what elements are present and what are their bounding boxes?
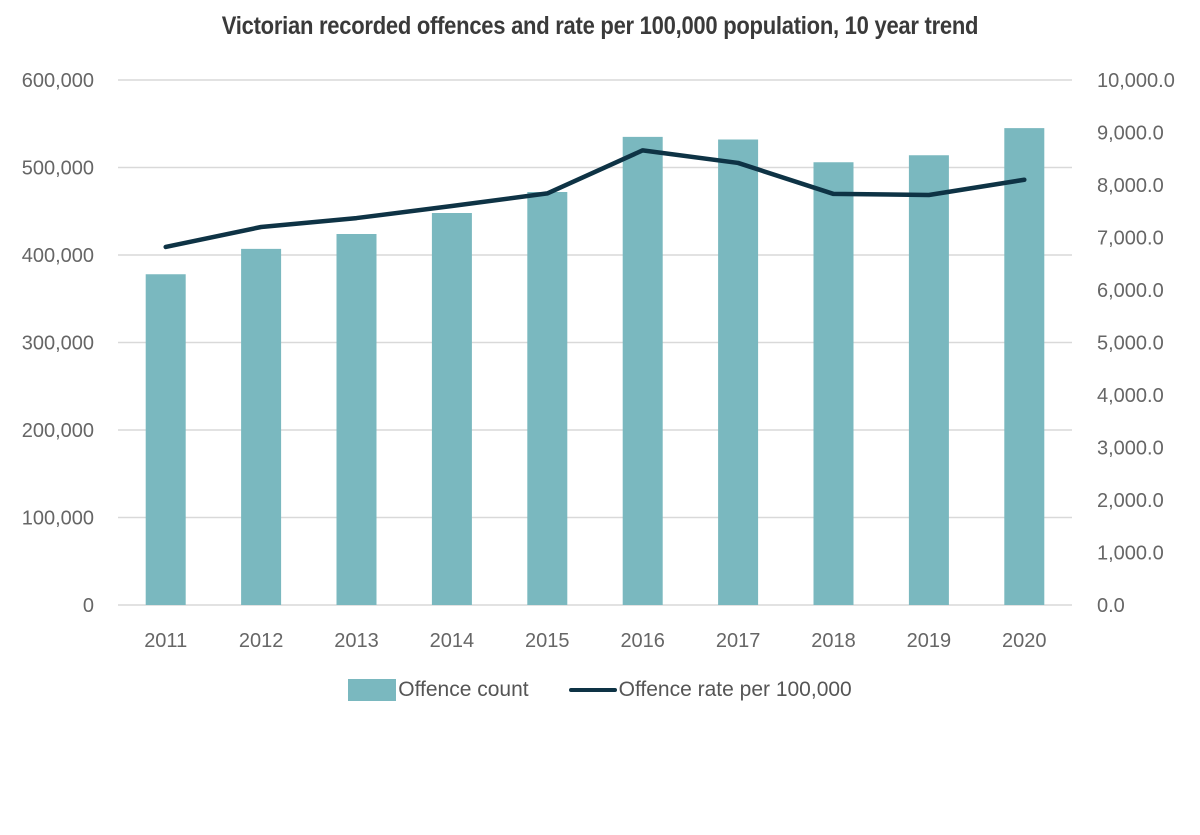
x-axis-tick-label: 2016 (620, 630, 665, 652)
bar-offence-count[interactable] (813, 162, 854, 605)
bar-offence-count[interactable] (718, 139, 759, 606)
legend-item-offence-count[interactable]: Offence count (348, 678, 529, 702)
right-axis-tick-label: 0.0 (1097, 595, 1125, 617)
bar-offence-count[interactable] (527, 192, 568, 605)
bar-offence-count[interactable] (336, 234, 377, 605)
x-axis-tick-label: 2018 (811, 630, 856, 652)
left-axis-tick-label: 400,000 (22, 245, 94, 267)
bar-offence-count[interactable] (145, 274, 186, 605)
right-axis-tick-label: 10,000.0 (1097, 70, 1175, 92)
bar-offence-count[interactable] (431, 213, 472, 605)
left-axis-tick-label: 200,000 (22, 420, 94, 442)
bar-offence-count[interactable] (1004, 128, 1045, 605)
left-axis-tick-label: 300,000 (22, 333, 94, 355)
right-axis-tick-label: 8,000.0 (1097, 175, 1164, 197)
right-axis-tick-label: 3,000.0 (1097, 438, 1164, 460)
left-axis-tick-label: 500,000 (22, 158, 94, 180)
x-axis-labels: 2011 2012 2013 2014 2015 2016 2017 2018 2019 2020 (144, 630, 1046, 652)
x-axis-tick-label: 2020 (1002, 630, 1047, 652)
x-axis-tick-label: 2012 (239, 630, 284, 652)
right-axis-tick-label: 7,000.0 (1097, 228, 1164, 250)
chart-title: Victorian recorded offences and rate per… (221, 12, 979, 40)
right-axis-tick-label: 1,000.0 (1097, 543, 1164, 565)
legend-bar-swatch-icon (348, 679, 397, 701)
x-axis-tick-label: 2011 (144, 630, 187, 652)
right-axis-tick-label: 6,000.0 (1097, 280, 1164, 302)
bar-offence-count[interactable] (241, 248, 282, 605)
legend: Offence count Offence rate per 100,000 (0, 678, 1200, 702)
right-axis-tick-label: 2,000.0 (1097, 490, 1164, 512)
right-axis-tick-label: 4,000.0 (1097, 385, 1164, 407)
left-axis-tick-label: 600,000 (22, 70, 94, 92)
right-axis-tick-label: 9,000.0 (1097, 123, 1164, 145)
legend-line-swatch-icon (568, 688, 617, 692)
left-axis-labels: 0 100,000 200,000 300,000 400,000 500,000 600,… (22, 70, 94, 617)
x-axis-tick-label: 2015 (525, 630, 570, 652)
x-axis-tick-label: 2014 (430, 630, 475, 652)
line-offence-rate[interactable] (163, 148, 1027, 250)
left-axis-tick-label: 100,000 (22, 508, 94, 530)
legend-item-offence-rate[interactable]: Offence rate per 100,000 (568, 678, 852, 702)
bar-offence-count[interactable] (908, 155, 949, 605)
bar-series (145, 128, 1045, 606)
bar-offence-count[interactable] (622, 136, 663, 605)
line-series (163, 148, 1027, 250)
x-axis-tick-label: 2017 (716, 630, 761, 652)
x-axis-tick-label: 2013 (334, 630, 379, 652)
legend-label: Offence rate per 100,000 (618, 678, 852, 701)
right-axis-labels: 0.0 1,000.0 2,000.0 3,000.0 4,000.0 5,000.0 6,… (1097, 70, 1175, 617)
right-axis-tick-label: 5,000.0 (1097, 333, 1164, 355)
left-axis-tick-label: 0 (83, 595, 94, 617)
x-axis-tick-label: 2019 (907, 630, 952, 652)
legend-label: Offence count (398, 678, 529, 701)
